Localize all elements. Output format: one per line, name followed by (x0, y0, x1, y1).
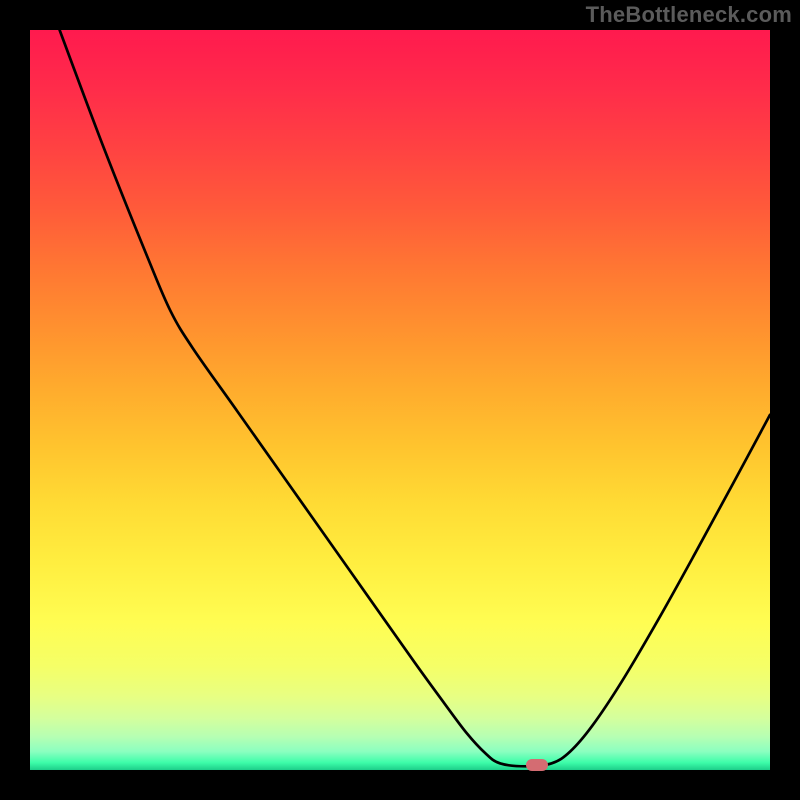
plot-area (30, 30, 770, 770)
chart-frame: TheBottleneck.com (0, 0, 800, 800)
optimal-marker (526, 759, 548, 771)
watermark-text: TheBottleneck.com (586, 2, 792, 28)
bottleneck-curve (30, 30, 770, 770)
